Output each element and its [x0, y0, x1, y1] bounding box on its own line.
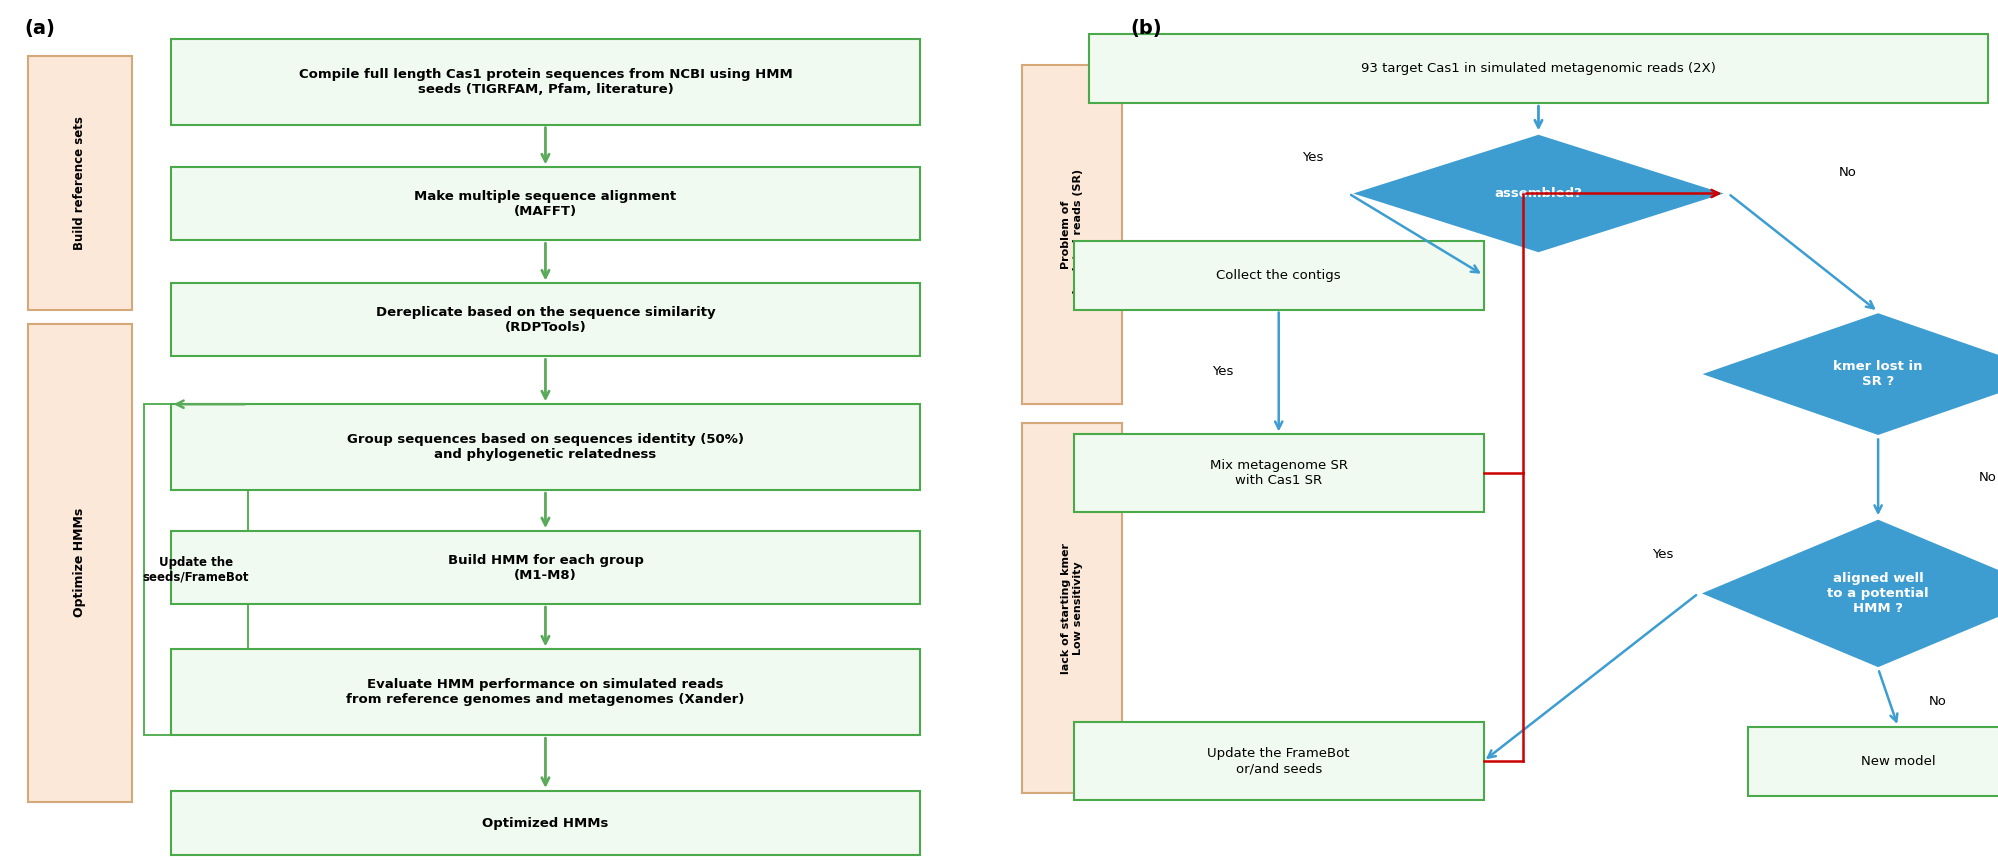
Text: assembled?: assembled?: [1495, 187, 1582, 200]
Text: Collect the contigs: Collect the contigs: [1217, 268, 1341, 282]
Text: Group sequences based on sequences identity (50%)
and phylogenetic relatedness: Group sequences based on sequences ident…: [348, 433, 743, 461]
FancyBboxPatch shape: [1075, 241, 1483, 310]
Text: No: No: [1930, 695, 1946, 708]
Text: Optimize HMMs: Optimize HMMs: [74, 508, 86, 617]
Polygon shape: [1698, 312, 1998, 437]
Text: Optimized HMMs: Optimized HMMs: [482, 816, 609, 830]
Text: lack of starting kmer
Low sensitivity: lack of starting kmer Low sensitivity: [1061, 543, 1083, 673]
FancyBboxPatch shape: [1021, 64, 1123, 404]
Polygon shape: [1698, 518, 1998, 669]
FancyBboxPatch shape: [172, 649, 919, 735]
FancyBboxPatch shape: [1089, 34, 1988, 103]
Text: Mix metagenome SR
with Cas1 SR: Mix metagenome SR with Cas1 SR: [1209, 459, 1349, 487]
FancyBboxPatch shape: [172, 167, 919, 240]
Text: kmer lost in
SR ?: kmer lost in SR ?: [1834, 360, 1922, 388]
FancyBboxPatch shape: [1075, 434, 1483, 512]
FancyBboxPatch shape: [1075, 722, 1483, 800]
FancyBboxPatch shape: [172, 404, 919, 490]
Text: aligned well
to a potential
HMM ?: aligned well to a potential HMM ?: [1828, 572, 1928, 615]
FancyBboxPatch shape: [28, 56, 132, 310]
Text: Make multiple sequence alignment
(MAFFT): Make multiple sequence alignment (MAFFT): [414, 190, 677, 218]
Text: Dereplicate based on the sequence similarity
(RDPTools): Dereplicate based on the sequence simila…: [376, 306, 715, 334]
FancyBboxPatch shape: [1748, 727, 1998, 796]
FancyBboxPatch shape: [1021, 423, 1123, 793]
Text: Compile full length Cas1 protein sequences from NCBI using HMM
seeds (TIGRFAM, P: Compile full length Cas1 protein sequenc…: [298, 68, 793, 95]
FancyBboxPatch shape: [144, 404, 248, 735]
Text: Yes: Yes: [1652, 548, 1672, 562]
Text: Problem of
simulated reads (SR): Problem of simulated reads (SR): [1061, 169, 1083, 300]
Text: Evaluate HMM performance on simulated reads
from reference genomes and metagenom: Evaluate HMM performance on simulated re…: [346, 679, 745, 706]
Text: Update the FrameBot
or/and seeds: Update the FrameBot or/and seeds: [1207, 747, 1351, 775]
FancyBboxPatch shape: [172, 791, 919, 855]
Text: Yes: Yes: [1303, 150, 1323, 164]
FancyBboxPatch shape: [172, 284, 919, 356]
Text: Update the
seeds/FrameBot: Update the seeds/FrameBot: [142, 556, 250, 584]
Polygon shape: [1349, 133, 1728, 254]
FancyBboxPatch shape: [172, 39, 919, 125]
Text: (b): (b): [1131, 19, 1163, 38]
Text: No: No: [1840, 165, 1856, 179]
Text: Build reference sets: Build reference sets: [74, 116, 86, 249]
FancyBboxPatch shape: [172, 531, 919, 604]
Text: Yes: Yes: [1213, 366, 1233, 378]
Text: New model: New model: [1860, 754, 1936, 768]
Text: 93 target Cas1 in simulated metagenomic reads (2X): 93 target Cas1 in simulated metagenomic …: [1361, 62, 1716, 76]
Text: No: No: [1980, 470, 1996, 484]
Text: (a): (a): [24, 19, 54, 38]
Text: Build HMM for each group
(M1-M8): Build HMM for each group (M1-M8): [448, 554, 643, 581]
FancyBboxPatch shape: [28, 324, 132, 802]
